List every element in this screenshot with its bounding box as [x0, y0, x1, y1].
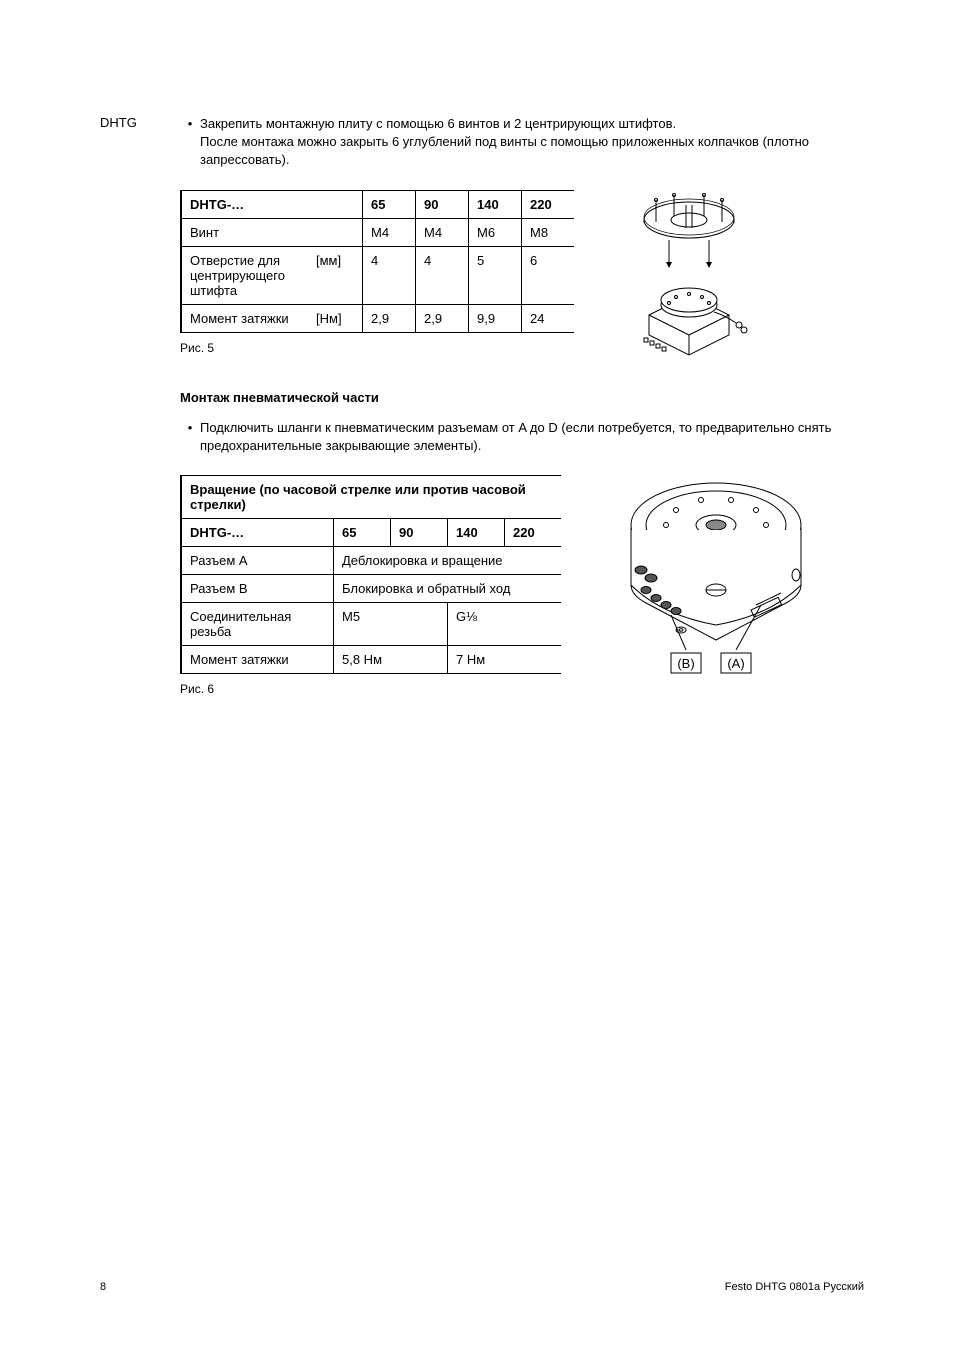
table1-screw-label: Винт: [181, 218, 363, 246]
table2-b-label: Разъем B: [181, 574, 334, 602]
figure6-label-b: (B): [677, 656, 694, 671]
table1-torque-unit: [Нм]: [308, 304, 363, 332]
table1-torque-label: Момент затяжки: [181, 304, 308, 332]
table2-torque-v2: 7 Нм: [448, 645, 562, 673]
table1-head-label: DHTG-…: [181, 190, 363, 218]
table1-pin-unit: [мм]: [308, 246, 363, 304]
figure6-diagram: (B) (A): [601, 475, 831, 695]
table1-torque-65: 2,9: [363, 304, 416, 332]
doc-header: DHTG: [100, 115, 137, 130]
table1-torque-90: 2,9: [416, 304, 469, 332]
table2-head-140: 140: [448, 518, 505, 546]
footer-text: Festo DHTG 0801a Русский: [725, 1281, 864, 1293]
table2-b-value: Блокировка и обратный ход: [334, 574, 562, 602]
table-dhtg-sizes: DHTG-… 65 90 140 220 Винт M4 M4 M6 M8 От…: [180, 190, 574, 333]
figure6-label-a: (A): [727, 656, 744, 671]
table1-torque-140: 9,9: [469, 304, 522, 332]
table2-a-label: Разъем A: [181, 546, 334, 574]
figure5-caption: Рис. 5: [180, 341, 574, 355]
bullet-marker: •: [180, 115, 200, 170]
table1-pin-220: 6: [522, 246, 575, 304]
table1-pin-90: 4: [416, 246, 469, 304]
table2-torque-v1: 5,8 Нм: [334, 645, 448, 673]
table2-a-value: Деблокировка и вращение: [334, 546, 562, 574]
bullet-item-pneumatic: • Подключить шланги к пневматическим раз…: [180, 419, 864, 455]
table1-head-140: 140: [469, 190, 522, 218]
table1-pin-65: 4: [363, 246, 416, 304]
table1-screw-140: M6: [469, 218, 522, 246]
table2-thread-v1: M5: [334, 602, 448, 645]
page-number: 8: [100, 1281, 106, 1293]
table2-thread-v2: G⅛: [448, 602, 562, 645]
table1-screw-90: M4: [416, 218, 469, 246]
table2-head-label: DHTG-…: [181, 518, 334, 546]
bullet-marker: •: [180, 419, 200, 455]
bullet-item-mounting: • Закрепить монтажную плиту с помощью 6 …: [180, 115, 864, 170]
section-pneumatic-title: Монтаж пневматической части: [180, 390, 864, 405]
table1-pin-label: Отверстие для центрирующего штифта: [181, 246, 308, 304]
table2-head-65: 65: [334, 518, 391, 546]
table1-pin-140: 5: [469, 246, 522, 304]
bullet-text-line1: Закрепить монтажную плиту с помощью 6 ви…: [200, 116, 676, 131]
table2-head-220: 220: [505, 518, 562, 546]
bullet-text-pneumatic: Подключить шланги к пневматическим разъе…: [200, 419, 864, 455]
table2-head-90: 90: [391, 518, 448, 546]
table-rotation: Вращение (по часовой стрелке или против …: [180, 475, 561, 674]
table2-thread-label: Соединительная резьба: [181, 602, 334, 645]
table1-head-220: 220: [522, 190, 575, 218]
table2-torque-label: Момент затяжки: [181, 645, 334, 673]
table1-head-65: 65: [363, 190, 416, 218]
figure6-caption: Рис. 6: [180, 682, 561, 696]
table1-screw-220: M8: [522, 218, 575, 246]
bullet-text-line2: После монтажа можно закрыть 6 углублений…: [200, 134, 809, 167]
table1-head-90: 90: [416, 190, 469, 218]
table2-title: Вращение (по часовой стрелке или против …: [181, 475, 561, 518]
figure5-diagram: [614, 190, 764, 360]
table1-torque-220: 24: [522, 304, 575, 332]
table1-screw-65: M4: [363, 218, 416, 246]
